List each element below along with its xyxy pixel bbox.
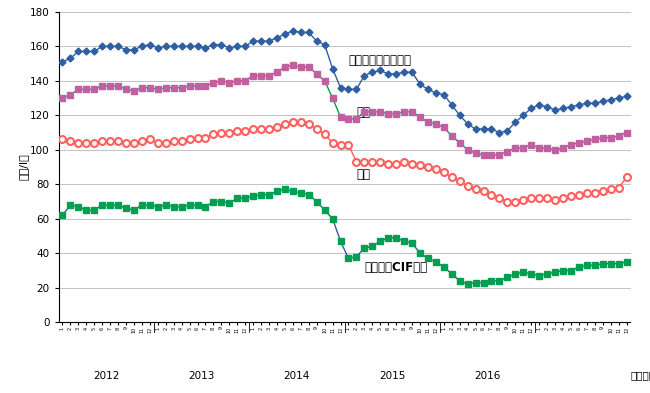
Text: 原油輸入CIF価格: 原油輸入CIF価格 (365, 261, 428, 274)
Text: 2016: 2016 (474, 371, 500, 380)
Text: 2015: 2015 (379, 371, 406, 380)
Text: （年度）: （年度） (630, 371, 650, 380)
Text: 灯油: 灯油 (356, 168, 370, 181)
Text: 軽油: 軽油 (356, 106, 370, 119)
Text: 2013: 2013 (188, 371, 215, 380)
Y-axis label: （円/l）: （円/l） (18, 154, 29, 180)
Text: 2012: 2012 (93, 371, 120, 380)
Text: レギュラーガソリン: レギュラーガソリン (348, 54, 411, 67)
Text: 2014: 2014 (283, 371, 310, 380)
